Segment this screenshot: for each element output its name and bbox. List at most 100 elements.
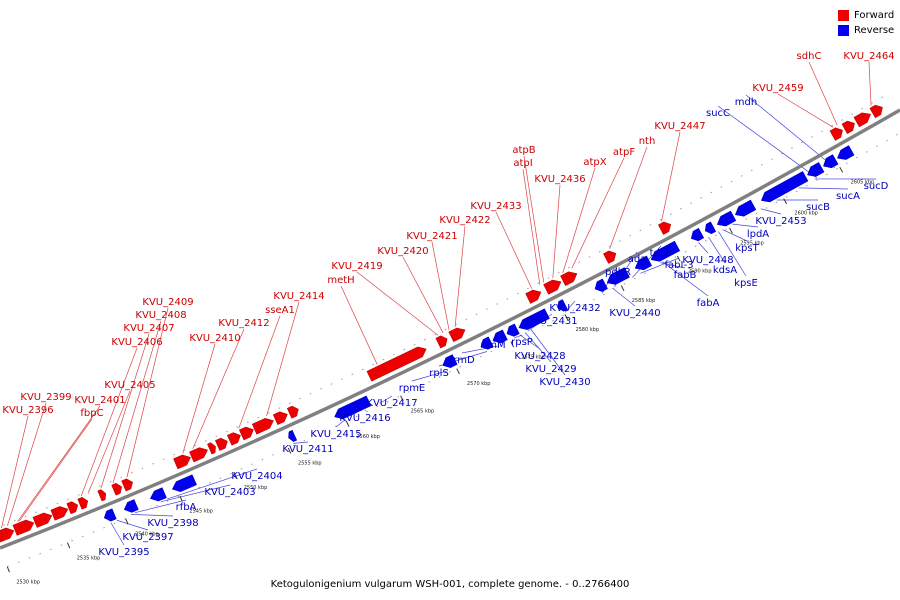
reverse-label-4: rfbA [176, 502, 197, 513]
reverse-label-16: KVU_2428 [514, 351, 565, 362]
forward-label-20: atpI [513, 158, 532, 169]
reverse-label-11: rpmE [399, 383, 426, 394]
tick-mark-6 [287, 447, 292, 454]
forward-gene-20 [435, 335, 448, 349]
forward-label-21: atpB [512, 145, 535, 156]
reverse-gene-16 [650, 240, 681, 262]
forward-label-7: KVU_2407 [123, 323, 174, 334]
forward-label-1: KVU_2396 [2, 405, 53, 416]
reverse-label-7: KVU_2411 [282, 444, 333, 455]
forward-label-28-leader [808, 61, 838, 126]
reverse-gene-19 [716, 210, 737, 227]
tick-mark-9 [456, 368, 460, 375]
forward-label-29: KVU_2464 [843, 51, 894, 62]
reverse-label-33-leader [760, 208, 782, 215]
reverse-label-27-leader [662, 261, 709, 297]
tick-mark-15 [783, 198, 787, 204]
reverse-label-22: KVU_2440 [609, 308, 660, 319]
reverse-gene-15 [634, 255, 653, 271]
reverse-label-30: kpsE [734, 278, 758, 289]
forward-label-10: KVU_2410 [189, 333, 240, 344]
reverse-label-11-leader [411, 370, 448, 382]
reverse-gene-9 [492, 329, 508, 344]
forward-label-13: KVU_2414 [273, 291, 324, 302]
forward-label-2-leader [7, 402, 47, 526]
forward-label-3: KVU_2401 [74, 395, 125, 406]
reverse-label-32: lpdA [747, 229, 769, 240]
reverse-label-21: pdhR [605, 267, 631, 278]
tick-mark-10 [510, 341, 515, 348]
forward-label-3-leader [17, 405, 101, 523]
forward-label-12: sseA1 [265, 305, 295, 316]
tick-mark-2 [67, 542, 71, 549]
forward-label-10-leader [182, 343, 216, 454]
reverse-label-5: KVU_2403 [204, 487, 255, 498]
reverse-label-26: fabB [674, 270, 697, 281]
forward-label-7-leader [100, 333, 150, 488]
reverse-label-35: sucA [836, 191, 860, 202]
reverse-label-30-leader [718, 231, 747, 277]
forward-label-29-leader [868, 61, 872, 106]
forward-gene-13 [214, 437, 228, 451]
forward-label-6-leader [80, 347, 138, 497]
forward-label-11: KVU_2412 [218, 318, 269, 329]
forward-gene-26 [657, 221, 672, 235]
reverse-label-29-leader [708, 236, 726, 264]
forward-label-12-leader [238, 315, 281, 429]
forward-label-5-leader [87, 390, 131, 494]
forward-label-5: KVU_2405 [104, 380, 155, 391]
tick-label-11: 2580 kbp [575, 327, 599, 333]
forward-label-28: sdhC [797, 51, 822, 62]
reverse-gene-4 [171, 474, 197, 492]
reverse-gene-21 [760, 171, 809, 203]
reverse-label-35-leader [798, 187, 849, 190]
forward-label-13-leader [266, 301, 300, 417]
forward-label-6: KVU_2406 [111, 337, 162, 348]
reverse-label-3: KVU_2398 [147, 518, 198, 529]
forward-gene-21 [448, 327, 466, 343]
forward-gene-25 [603, 250, 617, 264]
forward-gene-29 [853, 112, 871, 128]
forward-gene-12 [207, 442, 216, 455]
reverse-gene-8 [480, 336, 494, 350]
tick-label-12: 2585 kbp [632, 298, 656, 304]
reverse-label-2-leader [116, 519, 149, 531]
tick-mark-8 [400, 395, 404, 402]
forward-label-23-leader [562, 167, 596, 274]
reverse-label-1-leader [110, 522, 125, 546]
reverse-gene-1 [103, 508, 117, 522]
figure-caption: Ketogulonigenium vulgarum WSH-001, compl… [270, 579, 630, 590]
forward-gene-23 [543, 279, 562, 295]
reverse-gene-5 [288, 429, 298, 442]
reverse-label-18: KVU_2430 [539, 377, 590, 388]
tick-label-1: 2530 kbp [16, 580, 40, 586]
forward-label-19-leader [495, 211, 533, 289]
forward-gene-8 [111, 482, 122, 496]
tick-mark-1 [6, 566, 10, 573]
reverse-label-25: fabI-3 [665, 260, 694, 271]
tick-mark-13 [676, 255, 681, 262]
reverse-label-31: kpsT [735, 243, 759, 254]
tick-mark-7 [345, 420, 350, 427]
forward-label-1-leader [1, 415, 29, 529]
tick-mark-16 [839, 166, 844, 173]
forward-label-23: atpX [583, 157, 606, 168]
tick-label-5: 2550 kbp [244, 485, 268, 491]
reverse-label-2: KVU_2397 [122, 532, 173, 543]
tick-mark-11 [564, 314, 569, 321]
forward-gene-7 [97, 489, 107, 502]
reverse-gene-17 [690, 227, 705, 242]
forward-gene-5 [66, 501, 79, 515]
reverse-label-15: rpsP [511, 337, 533, 348]
forward-gene-30 [869, 104, 883, 119]
forward-gene-16 [251, 418, 274, 435]
forward-gene-22 [525, 289, 542, 304]
tick-label-3: 2540 kbp [135, 532, 159, 538]
leader-lines [1, 61, 877, 546]
reverse-gene-7 [442, 354, 458, 368]
forward-label-2: KVU_2399 [20, 392, 71, 403]
reverse-label-9: KVU_2416 [339, 413, 390, 424]
forward-gene-14 [226, 432, 241, 446]
reverse-label-28: KVU_2448 [682, 255, 733, 266]
tick-label-13: 2590 kbp [688, 268, 712, 274]
